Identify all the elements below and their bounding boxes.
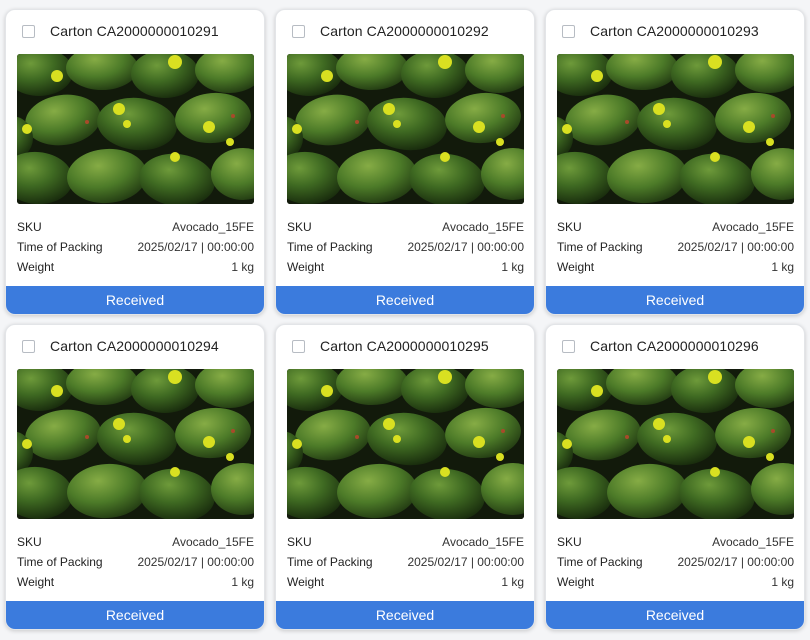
weight-value: 1 kg bbox=[771, 575, 794, 589]
card-header: Carton CA2000000010296 bbox=[546, 325, 804, 365]
time-of-packing-row: Time of Packing 2025/02/17 | 00:00:00 bbox=[287, 552, 524, 572]
card-title: Carton CA2000000010294 bbox=[50, 338, 219, 354]
card-title: Carton CA2000000010295 bbox=[320, 338, 489, 354]
card-header: Carton CA2000000010293 bbox=[546, 10, 804, 50]
card-header: Carton CA2000000010294 bbox=[6, 325, 264, 365]
time-of-packing-row: Time of Packing 2025/02/17 | 00:00:00 bbox=[287, 237, 524, 257]
time-of-packing-row: Time of Packing 2025/02/17 | 00:00:00 bbox=[557, 552, 794, 572]
weight-label: Weight bbox=[287, 260, 325, 274]
card-select-checkbox[interactable] bbox=[292, 340, 305, 353]
carton-card[interactable]: Carton CA2000000010293 SKU Avocado_15FE … bbox=[545, 9, 805, 315]
avocado-photo bbox=[557, 369, 794, 519]
card-info: SKU Avocado_15FE Time of Packing 2025/02… bbox=[287, 217, 524, 277]
time-of-packing-row: Time of Packing 2025/02/17 | 00:00:00 bbox=[17, 237, 254, 257]
time-of-packing-label: Time of Packing bbox=[287, 555, 373, 569]
card-title: Carton CA2000000010293 bbox=[590, 23, 759, 39]
card-info: SKU Avocado_15FE Time of Packing 2025/02… bbox=[17, 532, 254, 592]
sku-row: SKU Avocado_15FE bbox=[287, 532, 524, 552]
weight-label: Weight bbox=[557, 575, 595, 589]
sku-row: SKU Avocado_15FE bbox=[17, 532, 254, 552]
time-of-packing-label: Time of Packing bbox=[557, 555, 643, 569]
weight-value: 1 kg bbox=[501, 575, 524, 589]
card-info: SKU Avocado_15FE Time of Packing 2025/02… bbox=[557, 217, 794, 277]
weight-value: 1 kg bbox=[501, 260, 524, 274]
weight-label: Weight bbox=[17, 260, 55, 274]
carton-card[interactable]: Carton CA2000000010292 SKU Avocado_15FE … bbox=[275, 9, 535, 315]
status-bar: Received bbox=[546, 286, 804, 314]
card-select-checkbox[interactable] bbox=[562, 340, 575, 353]
card-info: SKU Avocado_15FE Time of Packing 2025/02… bbox=[17, 217, 254, 277]
time-of-packing-label: Time of Packing bbox=[17, 555, 103, 569]
status-bar: Received bbox=[276, 286, 534, 314]
sku-value: Avocado_15FE bbox=[172, 535, 254, 549]
carton-card[interactable]: Carton CA2000000010296 SKU Avocado_15FE … bbox=[545, 324, 805, 630]
time-of-packing-value: 2025/02/17 | 00:00:00 bbox=[407, 240, 524, 254]
carton-card[interactable]: Carton CA2000000010294 SKU Avocado_15FE … bbox=[5, 324, 265, 630]
weight-row: Weight 1 kg bbox=[287, 257, 524, 277]
sku-row: SKU Avocado_15FE bbox=[17, 217, 254, 237]
sku-row: SKU Avocado_15FE bbox=[557, 217, 794, 237]
time-of-packing-value: 2025/02/17 | 00:00:00 bbox=[677, 555, 794, 569]
card-info: SKU Avocado_15FE Time of Packing 2025/02… bbox=[557, 532, 794, 592]
weight-value: 1 kg bbox=[231, 260, 254, 274]
sku-label: SKU bbox=[557, 220, 582, 234]
card-title: Carton CA2000000010296 bbox=[590, 338, 759, 354]
time-of-packing-value: 2025/02/17 | 00:00:00 bbox=[137, 555, 254, 569]
sku-value: Avocado_15FE bbox=[712, 535, 794, 549]
card-header: Carton CA2000000010295 bbox=[276, 325, 534, 365]
time-of-packing-value: 2025/02/17 | 00:00:00 bbox=[677, 240, 794, 254]
sku-label: SKU bbox=[287, 535, 312, 549]
status-bar: Received bbox=[6, 601, 264, 629]
time-of-packing-label: Time of Packing bbox=[557, 240, 643, 254]
carton-card[interactable]: Carton CA2000000010291 SKU Avocado_15FE … bbox=[5, 9, 265, 315]
sku-label: SKU bbox=[17, 535, 42, 549]
weight-label: Weight bbox=[287, 575, 325, 589]
time-of-packing-label: Time of Packing bbox=[17, 240, 103, 254]
sku-row: SKU Avocado_15FE bbox=[557, 532, 794, 552]
sku-value: Avocado_15FE bbox=[712, 220, 794, 234]
time-of-packing-value: 2025/02/17 | 00:00:00 bbox=[407, 555, 524, 569]
carton-card[interactable]: Carton CA2000000010295 SKU Avocado_15FE … bbox=[275, 324, 535, 630]
sku-value: Avocado_15FE bbox=[172, 220, 254, 234]
weight-row: Weight 1 kg bbox=[17, 257, 254, 277]
status-bar: Received bbox=[546, 601, 804, 629]
status-bar: Received bbox=[6, 286, 264, 314]
time-of-packing-row: Time of Packing 2025/02/17 | 00:00:00 bbox=[17, 552, 254, 572]
weight-row: Weight 1 kg bbox=[287, 572, 524, 592]
avocado-photo bbox=[17, 54, 254, 204]
sku-label: SKU bbox=[17, 220, 42, 234]
time-of-packing-label: Time of Packing bbox=[287, 240, 373, 254]
avocado-photo bbox=[287, 54, 524, 204]
sku-value: Avocado_15FE bbox=[442, 220, 524, 234]
sku-label: SKU bbox=[557, 535, 582, 549]
time-of-packing-row: Time of Packing 2025/02/17 | 00:00:00 bbox=[557, 237, 794, 257]
weight-row: Weight 1 kg bbox=[557, 257, 794, 277]
weight-label: Weight bbox=[17, 575, 55, 589]
card-title: Carton CA2000000010292 bbox=[320, 23, 489, 39]
weight-value: 1 kg bbox=[231, 575, 254, 589]
weight-row: Weight 1 kg bbox=[17, 572, 254, 592]
weight-row: Weight 1 kg bbox=[557, 572, 794, 592]
sku-row: SKU Avocado_15FE bbox=[287, 217, 524, 237]
weight-label: Weight bbox=[557, 260, 595, 274]
avocado-photo bbox=[17, 369, 254, 519]
card-header: Carton CA2000000010292 bbox=[276, 10, 534, 50]
sku-label: SKU bbox=[287, 220, 312, 234]
time-of-packing-value: 2025/02/17 | 00:00:00 bbox=[137, 240, 254, 254]
card-info: SKU Avocado_15FE Time of Packing 2025/02… bbox=[287, 532, 524, 592]
card-title: Carton CA2000000010291 bbox=[50, 23, 219, 39]
avocado-photo bbox=[287, 369, 524, 519]
weight-value: 1 kg bbox=[771, 260, 794, 274]
avocado-photo bbox=[557, 54, 794, 204]
card-select-checkbox[interactable] bbox=[22, 340, 35, 353]
status-bar: Received bbox=[276, 601, 534, 629]
sku-value: Avocado_15FE bbox=[442, 535, 524, 549]
card-select-checkbox[interactable] bbox=[562, 25, 575, 38]
card-header: Carton CA2000000010291 bbox=[6, 10, 264, 50]
card-select-checkbox[interactable] bbox=[292, 25, 305, 38]
card-select-checkbox[interactable] bbox=[22, 25, 35, 38]
